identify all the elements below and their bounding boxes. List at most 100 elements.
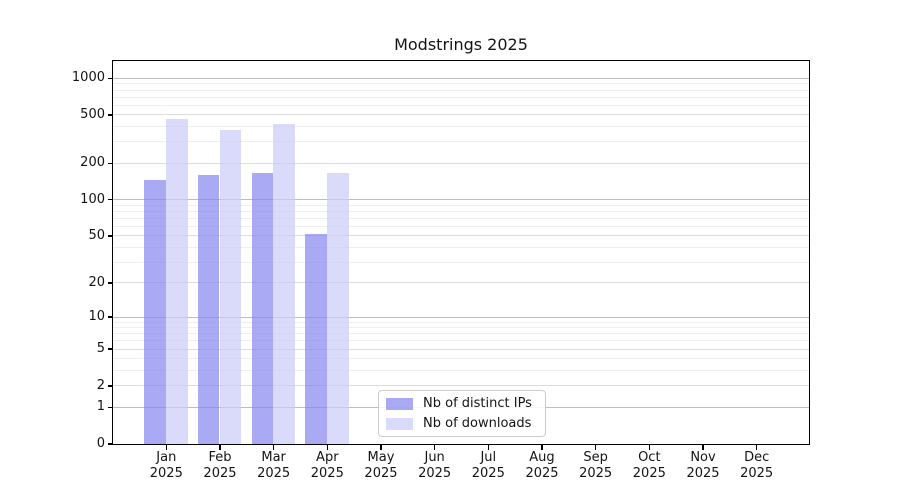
gridline-y-100 xyxy=(113,199,809,201)
x-tick-label-sep: Sep 2025 xyxy=(564,450,628,481)
plot-area xyxy=(113,61,809,444)
x-tick-year: 2025 xyxy=(632,465,666,481)
x-tick-label-apr: Apr 2025 xyxy=(295,450,359,481)
x-tick-label-jul: Jul 2025 xyxy=(456,450,520,481)
x-tick-mark-aug xyxy=(541,445,543,450)
x-tick-year: 2025 xyxy=(257,465,291,481)
gridline-y-300 xyxy=(113,141,809,143)
gridline-y-800 xyxy=(113,89,809,91)
y-tick-mark-200 xyxy=(108,162,113,164)
x-tick-year: 2025 xyxy=(203,465,237,481)
y-tick-mark-500 xyxy=(108,114,113,116)
y-tick-label-5: 5 xyxy=(96,341,105,357)
y-tick-mark-5 xyxy=(108,348,113,350)
x-tick-year: 2025 xyxy=(310,465,344,481)
x-tick-mark-mar xyxy=(272,445,275,450)
x-tick-year: 2025 xyxy=(525,465,559,481)
gridline-y-400 xyxy=(113,126,809,128)
x-tick-mark-dec xyxy=(755,445,758,450)
gridline-y-8 xyxy=(113,327,809,329)
y-tick-label-1: 1 xyxy=(96,399,105,415)
gridline-y-40 xyxy=(113,246,809,248)
gridline-y-4 xyxy=(113,358,809,360)
gridline-y-2 xyxy=(113,385,809,387)
x-tick-label-feb: Feb 2025 xyxy=(188,450,252,481)
x-tick-mark-jul xyxy=(487,445,489,450)
legend-item-downloads: Nb of downloads xyxy=(386,416,537,431)
bar-ips-mar xyxy=(251,173,274,444)
y-tick-mark-50 xyxy=(108,235,113,237)
x-tick-mark-feb xyxy=(219,445,221,450)
x-tick-label-mar: Mar 2025 xyxy=(242,450,306,481)
x-tick-month: May xyxy=(367,450,395,465)
x-tick-mark-nov xyxy=(702,445,704,450)
gridline-y-80 xyxy=(113,210,809,212)
y-tick-label-2: 2 xyxy=(96,377,105,393)
x-tick-mark-may xyxy=(380,445,382,450)
x-tick-mark-oct xyxy=(648,445,651,450)
x-tick-year: 2025 xyxy=(418,465,452,481)
legend-label-downloads: Nb of downloads xyxy=(423,416,532,431)
x-tick-label-dec: Dec 2025 xyxy=(725,450,789,481)
y-tick-label-1000: 1000 xyxy=(71,70,105,86)
x-tick-month: Sep xyxy=(583,450,608,465)
x-tick-mark-sep xyxy=(594,445,597,450)
x-tick-month: Oct xyxy=(638,450,661,465)
legend-swatch-distinct-ips xyxy=(386,397,413,410)
bar-ips-jan xyxy=(144,180,166,444)
gridline-y-500 xyxy=(113,114,809,116)
bar-ips-apr xyxy=(305,233,327,444)
y-tick-label-500: 500 xyxy=(80,106,105,122)
x-tick-month: Aug xyxy=(529,450,555,465)
legend-item-distinct-ips: Nb of distinct IPs xyxy=(386,396,537,411)
gridline-y-200 xyxy=(113,162,809,164)
gridline-y-5 xyxy=(113,348,809,350)
y-tick-label-20: 20 xyxy=(88,274,105,290)
y-tick-label-50: 50 xyxy=(88,227,105,243)
gridline-y-50 xyxy=(113,235,809,237)
gridline-y-9 xyxy=(113,321,809,323)
x-tick-month: Jan xyxy=(156,450,177,465)
y-tick-label-0: 0 xyxy=(96,436,105,451)
legend: Nb of distinct IPs Nb of downloads xyxy=(378,390,546,437)
y-tick-mark-100 xyxy=(108,198,113,201)
x-tick-year: 2025 xyxy=(579,465,613,481)
gridline-y-7 xyxy=(113,333,809,335)
x-tick-label-jun: Jun 2025 xyxy=(403,450,467,481)
x-tick-year: 2025 xyxy=(471,465,505,481)
gridline-y-60 xyxy=(113,225,809,227)
y-tick-label-10: 10 xyxy=(88,309,105,325)
x-tick-label-nov: Nov 2025 xyxy=(671,450,735,481)
bar-downloads-mar xyxy=(273,124,295,444)
x-tick-month: Dec xyxy=(744,450,770,465)
gridline-y-70 xyxy=(113,217,809,219)
x-tick-mark-apr xyxy=(326,445,328,450)
y-tick-mark-1 xyxy=(108,406,113,408)
x-tick-month: Nov xyxy=(690,450,716,465)
x-tick-mark-jan xyxy=(165,445,167,450)
x-tick-month: Apr xyxy=(316,450,339,465)
x-tick-year: 2025 xyxy=(364,465,398,481)
bar-downloads-apr xyxy=(327,173,349,444)
y-tick-mark-0 xyxy=(108,443,113,445)
y-tick-label-100: 100 xyxy=(80,191,105,207)
gridline-y-3 xyxy=(113,370,809,372)
gridline-y-600 xyxy=(113,104,809,106)
x-tick-month: Feb xyxy=(208,450,232,465)
y-tick-mark-10 xyxy=(108,316,113,318)
y-tick-label-200: 200 xyxy=(80,155,105,171)
x-tick-year: 2025 xyxy=(686,465,720,481)
y-tick-mark-2 xyxy=(108,385,113,387)
x-tick-year: 2025 xyxy=(740,465,774,481)
x-tick-label-oct: Oct 2025 xyxy=(617,450,681,481)
gridline-y-900 xyxy=(113,83,809,85)
chart-title: Modstrings 2025 xyxy=(394,35,528,54)
gridline-y-10 xyxy=(113,316,809,318)
gridline-y-20 xyxy=(113,282,809,284)
y-tick-mark-20 xyxy=(108,282,113,284)
y-tick-mark-1000 xyxy=(108,77,113,79)
gridline-y-1000 xyxy=(113,77,809,79)
x-tick-label-aug: Aug 2025 xyxy=(510,450,574,481)
x-tick-label-may: May 2025 xyxy=(349,450,413,481)
